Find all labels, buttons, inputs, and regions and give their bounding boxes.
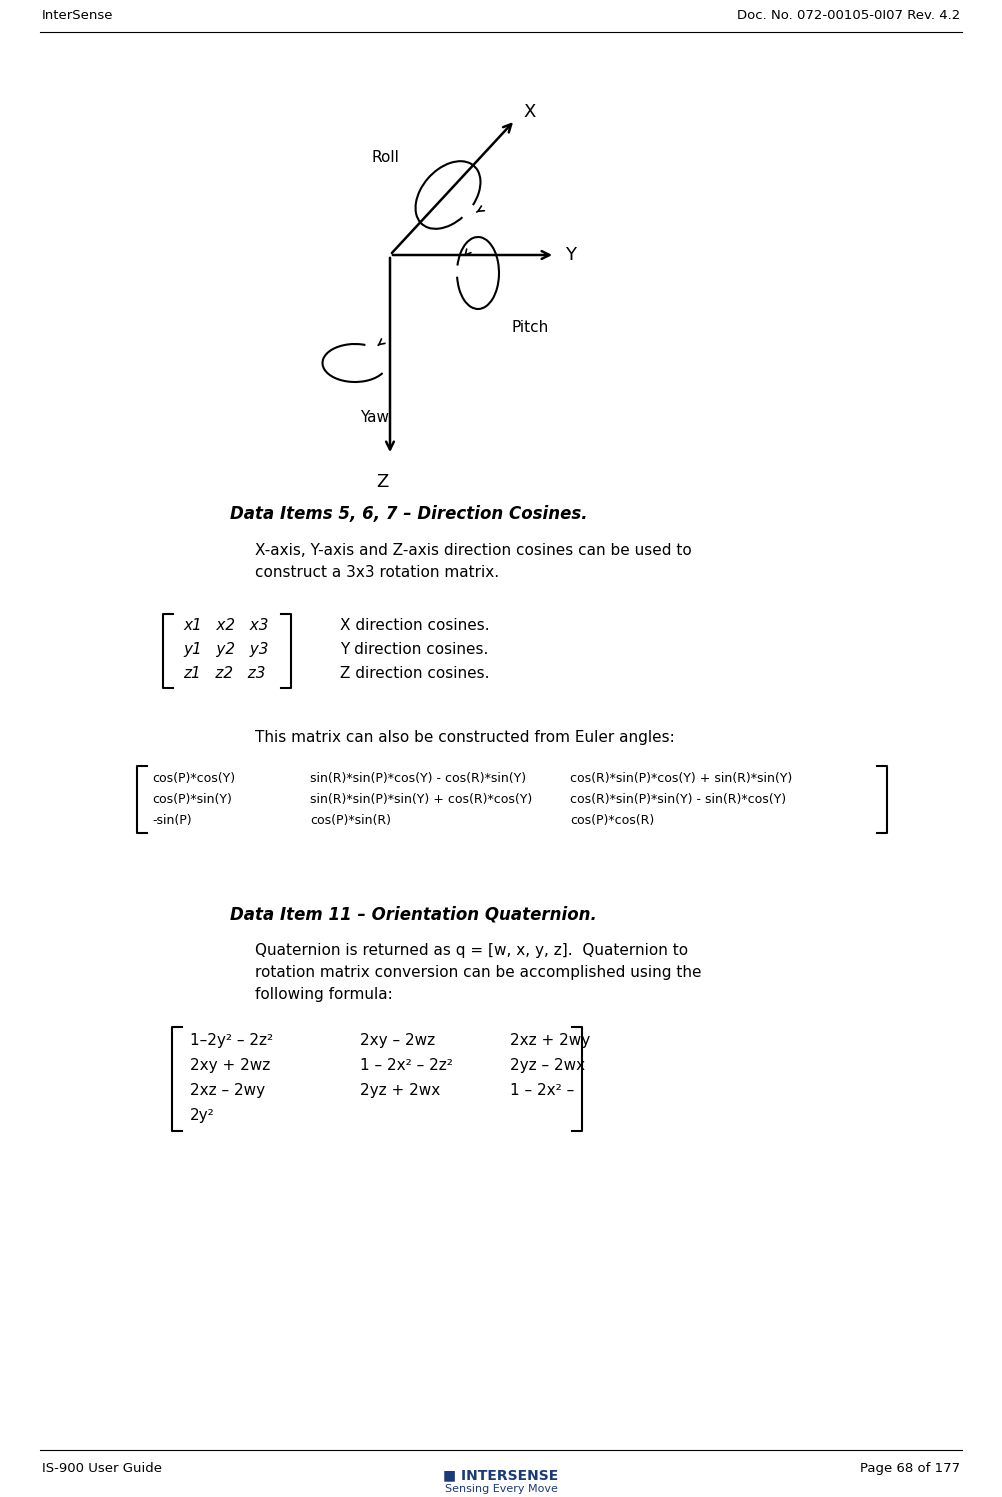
- Text: 2xz + 2wy: 2xz + 2wy: [510, 1033, 590, 1048]
- Text: Sensing Every Move: Sensing Every Move: [445, 1484, 557, 1494]
- Text: Z direction cosines.: Z direction cosines.: [340, 666, 490, 681]
- Text: X-axis, Y-axis and Z-axis direction cosines can be used to: X-axis, Y-axis and Z-axis direction cosi…: [255, 543, 691, 558]
- Text: Roll: Roll: [371, 150, 399, 165]
- Text: 2xy + 2wz: 2xy + 2wz: [190, 1058, 271, 1073]
- Text: Pitch: Pitch: [511, 320, 549, 335]
- Text: x1   x2   x3: x1 x2 x3: [183, 618, 269, 633]
- Text: ■ INTERSENSE: ■ INTERSENSE: [443, 1469, 559, 1482]
- Text: rotation matrix conversion can be accomplished using the: rotation matrix conversion can be accomp…: [255, 966, 701, 981]
- Text: Y: Y: [565, 246, 576, 263]
- Text: cos(P)*sin(Y): cos(P)*sin(Y): [152, 793, 231, 805]
- Text: 2xy – 2wz: 2xy – 2wz: [360, 1033, 435, 1048]
- Text: cos(P)*cos(R): cos(P)*cos(R): [570, 814, 654, 826]
- Text: -sin(P): -sin(P): [152, 814, 191, 826]
- Text: construct a 3x3 rotation matrix.: construct a 3x3 rotation matrix.: [255, 564, 499, 579]
- Text: cos(R)*sin(P)*sin(Y) - sin(R)*cos(Y): cos(R)*sin(P)*sin(Y) - sin(R)*cos(Y): [570, 793, 787, 805]
- Text: cos(R)*sin(P)*cos(Y) + sin(R)*sin(Y): cos(R)*sin(P)*cos(Y) + sin(R)*sin(Y): [570, 772, 793, 784]
- Text: This matrix can also be constructed from Euler angles:: This matrix can also be constructed from…: [255, 731, 674, 746]
- Text: y1   y2   y3: y1 y2 y3: [183, 642, 269, 657]
- Text: 2y²: 2y²: [190, 1108, 214, 1123]
- Text: X direction cosines.: X direction cosines.: [340, 618, 490, 633]
- Text: z1   z2   z3: z1 z2 z3: [183, 666, 266, 681]
- Text: Y direction cosines.: Y direction cosines.: [340, 642, 488, 657]
- Text: cos(P)*cos(Y): cos(P)*cos(Y): [152, 772, 235, 784]
- Text: InterSense: InterSense: [42, 9, 113, 22]
- Text: sin(R)*sin(P)*cos(Y) - cos(R)*sin(Y): sin(R)*sin(P)*cos(Y) - cos(R)*sin(Y): [310, 772, 526, 784]
- Text: Z: Z: [376, 473, 388, 491]
- Text: 2yz + 2wx: 2yz + 2wx: [360, 1082, 440, 1097]
- Text: sin(R)*sin(P)*sin(Y) + cos(R)*cos(Y): sin(R)*sin(P)*sin(Y) + cos(R)*cos(Y): [310, 793, 532, 805]
- Text: Yaw: Yaw: [361, 410, 390, 425]
- Text: Doc. No. 072-00105-0I07 Rev. 4.2: Doc. No. 072-00105-0I07 Rev. 4.2: [736, 9, 960, 22]
- Text: cos(P)*sin(R): cos(P)*sin(R): [310, 814, 391, 826]
- Text: X: X: [523, 103, 535, 121]
- Text: 2yz – 2wx: 2yz – 2wx: [510, 1058, 585, 1073]
- Text: Data Items 5, 6, 7 – Direction Cosines.: Data Items 5, 6, 7 – Direction Cosines.: [230, 504, 587, 522]
- Text: IS-900 User Guide: IS-900 User Guide: [42, 1463, 162, 1475]
- Text: Data Item 11 – Orientation Quaternion.: Data Item 11 – Orientation Quaternion.: [230, 906, 597, 924]
- Text: 1 – 2x² – 2z²: 1 – 2x² – 2z²: [360, 1058, 453, 1073]
- Text: Page 68 of 177: Page 68 of 177: [860, 1463, 960, 1475]
- Text: 2xz – 2wy: 2xz – 2wy: [190, 1082, 266, 1097]
- Text: following formula:: following formula:: [255, 987, 393, 1001]
- Text: Quaternion is returned as q = [w, x, y, z].  Quaternion to: Quaternion is returned as q = [w, x, y, …: [255, 943, 688, 958]
- Text: 1 – 2x² –: 1 – 2x² –: [510, 1082, 574, 1097]
- Text: 1–2y² – 2z²: 1–2y² – 2z²: [190, 1033, 274, 1048]
